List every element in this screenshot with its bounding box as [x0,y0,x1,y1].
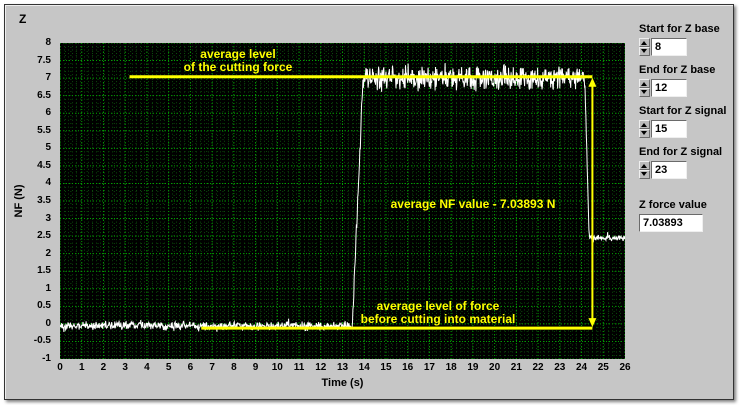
y-tick-label: 5 [45,142,51,154]
annotation-line: average level [200,47,276,61]
x-tick-label: 8 [231,362,237,373]
y-tick-label: 7 [45,72,51,84]
decrement-button[interactable] [639,88,650,97]
x-tick-label: 4 [144,362,150,373]
x-tick-label: 22 [532,362,544,373]
x-tick-label: 10 [271,362,283,373]
y-tick-label: 6 [45,107,51,119]
y-tick-label: 4 [45,177,51,189]
increment-button[interactable] [639,79,650,88]
control-start-z-base: Start for Z base [639,23,739,56]
annotation-baseline-level: average level of force before cutting in… [361,300,516,326]
decrement-button[interactable] [639,129,650,138]
y-tick-label: -1 [42,353,51,364]
y-tick-label: 1 [45,282,51,294]
x-tick-label: 16 [402,362,414,373]
x-tick-label: 24 [575,362,588,373]
numeric-input-end-z-signal[interactable] [651,161,687,179]
increment-decrement-control[interactable] [639,79,650,97]
annotation-average-nf-value: average NF value - 7.03893 N [390,197,556,211]
z-force-value-display: 7.03893 [639,214,703,232]
x-tick-label: 5 [165,362,172,373]
control-label: Start for Z base [639,23,720,35]
y-tick-label: 5.5 [37,124,51,136]
numeric-input-start-z-base[interactable] [651,38,687,56]
decrement-button[interactable] [639,47,650,56]
y-tick-label: 2 [45,247,51,259]
annotation-cutting-force-level: average level of the cutting force [184,48,293,74]
y-tick-label: 3.5 [37,195,51,206]
x-tick-label: 23 [554,362,566,373]
x-tick-label: 17 [423,362,435,373]
y-tick-label: 0.5 [37,300,51,312]
control-end-z-base: End for Z base [639,64,739,97]
z-force-value-indicator: Z force value 7.03893 [639,199,739,232]
control-end-z-signal: End for Z signal [639,146,739,179]
increment-decrement-control[interactable] [639,120,650,138]
increment-decrement-control[interactable] [639,38,650,56]
pane-label: Z [19,12,27,26]
x-axis-title: Time (s) [321,377,364,389]
y-tick-label: 4.5 [37,159,51,171]
y-tick-label: 8 [45,37,51,48]
control-label: End for Z signal [639,146,723,158]
increment-decrement-control[interactable] [639,161,650,179]
y-tick-label: 0 [45,317,51,329]
x-tick-label: 0 [57,362,63,373]
x-tick-label: 1 [78,362,85,373]
x-tick-label: 18 [445,362,457,373]
increment-button[interactable] [639,38,650,47]
x-tick-label: 20 [489,362,501,373]
x-tick-label: 21 [510,362,522,373]
y-tick-label: 3 [45,212,51,224]
x-tick-label: 19 [467,362,479,373]
x-tick-label: 12 [315,362,327,373]
x-tick-label: 9 [252,362,259,373]
x-tick-label: 7 [209,362,215,373]
y-tick-label: 7.5 [37,54,51,66]
y-tick-label: 6.5 [37,89,51,101]
controls-sidebar: Start for Z base End for Z base Start fo… [639,23,739,232]
x-tick-label: 25 [597,362,609,373]
x-tick-label: 2 [100,362,107,373]
numeric-input-start-z-signal[interactable] [651,120,687,138]
x-tick-label: 26 [619,362,631,373]
waveform-chart [60,43,625,359]
increment-button[interactable] [639,161,650,170]
x-tick-label: 15 [380,362,392,373]
control-label: End for Z base [639,64,716,76]
y-tick-label: -0.5 [33,335,51,347]
x-tick-label: 11 [293,362,305,373]
annotation-line: average level of force [376,299,500,313]
decrement-button[interactable] [639,170,650,179]
y-tick-label: 2.5 [37,230,51,242]
control-start-z-signal: Start for Z signal [639,105,739,138]
x-tick-label: 6 [187,362,194,373]
chart-plot-area: average level of the cutting force avera… [60,43,625,359]
numeric-input-end-z-base[interactable] [651,79,687,97]
annotation-line: of the cutting force [183,60,293,74]
annotation-line: before cutting into material [360,312,516,326]
x-tick-label: 13 [336,362,349,373]
control-label: Start for Z signal [639,105,727,117]
front-panel: Z NF (N) Time (s) average level of the c… [4,4,734,400]
x-tick-label: 14 [358,362,370,373]
x-tick-label: 3 [122,362,128,373]
increment-button[interactable] [639,120,650,129]
y-tick-label: 1.5 [37,265,51,277]
indicator-label: Z force value [639,199,707,211]
